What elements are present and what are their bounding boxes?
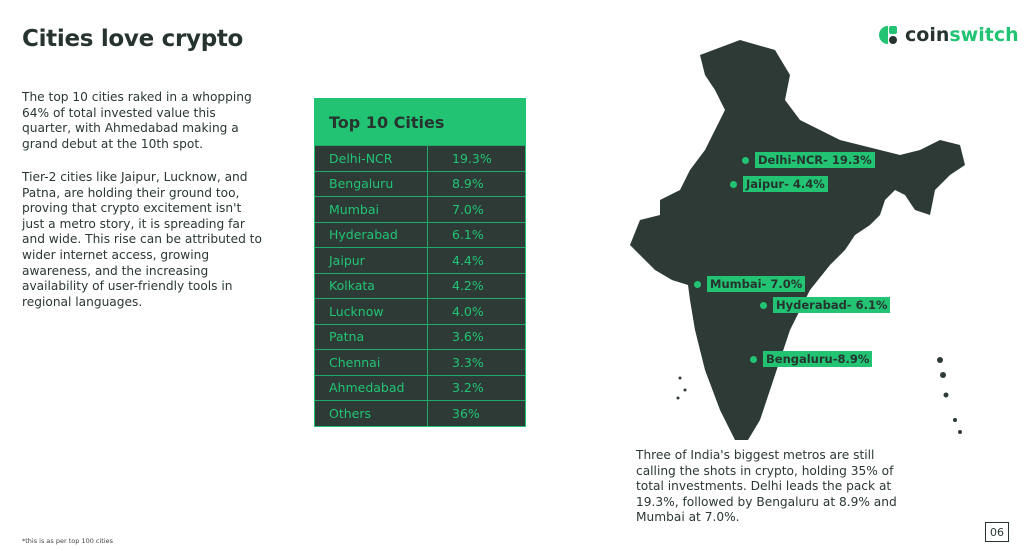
city-name: Lucknow	[315, 299, 428, 324]
table-row: Ahmedabad 3.2%	[315, 374, 525, 400]
city-name: Kolkata	[315, 273, 428, 298]
pin-dot	[760, 301, 767, 309]
city-name: Jaipur	[315, 248, 428, 273]
map-pin-hyderabad: Hyderabad- 6.1%	[760, 297, 891, 313]
map-label-hyderabad: Hyderabad- 6.1%	[773, 297, 891, 313]
map-note: Three of India's biggest metros are stil…	[636, 448, 897, 525]
pin-dot	[694, 280, 701, 288]
table-row: Kolkata 4.2%	[315, 272, 525, 298]
table-row: Hyderabad 6.1%	[315, 221, 525, 247]
table-title: Top 10 Cities	[315, 99, 525, 145]
island-dots	[676, 357, 962, 434]
map-pin-mumbai: Mumbai- 7.0%	[694, 276, 806, 292]
city-share: 4.2%	[452, 278, 484, 294]
city-share: 6.1%	[452, 227, 484, 243]
tier2-paragraph: Tier-2 cities like Jaipur, Lucknow, and …	[22, 170, 262, 309]
city-name: Chennai	[315, 350, 428, 375]
city-name: Hyderabad	[315, 222, 428, 247]
city-name: Bengaluru	[315, 171, 428, 196]
logo-text-coin: coin	[905, 24, 950, 46]
city-name: Others	[315, 401, 428, 426]
city-name: Mumbai	[315, 197, 428, 222]
table-row: Lucknow 4.0%	[315, 298, 525, 324]
table-row: Bengaluru 8.9%	[315, 170, 525, 196]
pin-dot	[750, 355, 757, 363]
city-share: 3.2%	[452, 380, 484, 396]
table-row: Delhi-NCR 19.3%	[315, 145, 525, 171]
table-row: Others 36%	[315, 400, 525, 426]
map-pin-bengaluru: Bengaluru-8.9%	[750, 351, 873, 367]
city-share: 36%	[452, 405, 480, 421]
city-share: 19.3%	[452, 150, 492, 166]
logo-text-switch: switch	[949, 24, 1019, 46]
city-name: Ahmedabad	[315, 375, 428, 400]
pin-dot	[730, 180, 737, 188]
page-number: 06	[985, 522, 1009, 542]
city-share: 3.6%	[452, 329, 484, 345]
page-title: Cities love crypto	[22, 26, 244, 52]
city-share: 8.9%	[452, 176, 484, 192]
table-row: Mumbai 7.0%	[315, 196, 525, 222]
coinswitch-logo-icon	[879, 26, 897, 44]
table-row: Jaipur 4.4%	[315, 247, 525, 273]
city-name: Delhi-NCR	[315, 146, 428, 171]
table-row: Patna 3.6%	[315, 323, 525, 349]
city-share: 4.4%	[452, 252, 484, 268]
coinswitch-logo: coin switch	[878, 24, 1019, 46]
map-label-jaipur: Jaipur- 4.4%	[743, 176, 828, 192]
city-share: 4.0%	[452, 303, 484, 319]
map-pin-jaipur: Jaipur- 4.4%	[730, 176, 828, 192]
pin-dot	[742, 156, 749, 164]
city-share: 3.3%	[452, 354, 484, 370]
footnote: *this is as per top 100 cities	[22, 537, 114, 545]
map-label-bengaluru: Bengaluru-8.9%	[763, 351, 873, 367]
table-row: Chennai 3.3%	[315, 349, 525, 375]
map-label-mumbai: Mumbai- 7.0%	[707, 276, 806, 292]
city-name: Patna	[315, 324, 428, 349]
top-cities-table: Top 10 Cities Delhi-NCR 19.3% Bengaluru 8.9…	[314, 98, 526, 427]
map-label-delhi: Delhi-NCR- 19.3%	[755, 152, 875, 168]
city-share: 7.0%	[452, 201, 484, 217]
map-pin-delhi: Delhi-NCR- 19.3%	[742, 152, 875, 168]
intro-paragraph: The top 10 cities raked in a whopping 64…	[22, 90, 252, 151]
